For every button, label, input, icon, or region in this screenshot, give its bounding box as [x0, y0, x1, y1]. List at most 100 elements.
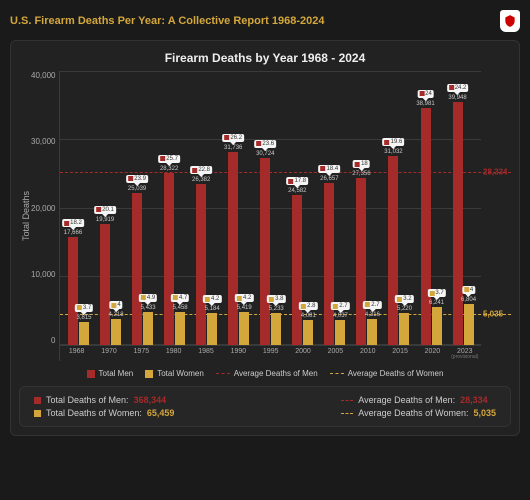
bar-men-rate: 23.9 — [126, 175, 148, 183]
summary-right: Average Deaths of Men: 28,334 Average De… — [341, 395, 496, 418]
bar-men-rate: 18.2 — [62, 219, 84, 227]
bar-group: 25,03923.95,4334.9 — [127, 193, 159, 345]
bar-men-rate: 17.8 — [286, 177, 308, 185]
bar-women: 4,3162.7 — [367, 319, 377, 345]
y-axis-label: Total Deaths — [19, 71, 31, 361]
bar-women: 5,4584.7 — [175, 312, 185, 345]
legend-men-label: Total Men — [99, 369, 134, 378]
avg-men-label: 28,334 — [483, 168, 511, 177]
bar-group: 26,38222.85,1844.2 — [191, 184, 223, 345]
bar-men-rate: 24.2 — [447, 84, 469, 92]
bar-women-rate: 3.8 — [267, 295, 285, 303]
bar-men-rate: 23.6 — [254, 140, 276, 148]
summary-total-men-key: Total Deaths of Men: — [46, 395, 129, 405]
bar-women: 5,1844.2 — [207, 313, 217, 345]
bar-men-rate: 26.2 — [222, 134, 244, 142]
bar-group: 17,66618.23,8153.7 — [62, 237, 94, 345]
legend-avg-women: Average Deaths of Women — [330, 369, 444, 378]
square-icon — [34, 397, 41, 404]
bar-men: 30,72423.6 — [260, 158, 270, 345]
bar-men-rate: 24 — [417, 90, 434, 98]
bar-group: 39,94824.26,8044 — [447, 102, 479, 345]
bar-men: 39,94824.2 — [453, 102, 463, 345]
bar-women: 3,8153.7 — [79, 322, 89, 345]
bar-men: 26,65718.4 — [324, 183, 334, 345]
header: U.S. Firearm Deaths Per Year: A Collecti… — [10, 10, 520, 32]
plot-area: 28,334 5,035 17,66618.23,8153.719,91920.… — [59, 71, 481, 361]
x-tick: 1975 — [125, 346, 157, 361]
bar-men-rate: 22.8 — [190, 166, 212, 174]
dash-icon — [216, 373, 230, 374]
bar-men-rate: 20.1 — [94, 206, 116, 214]
summary-box: Total Deaths of Men: 368,344 Total Death… — [19, 386, 511, 427]
y-tick: 10,000 — [31, 270, 55, 279]
summary-avg-women: Average Deaths of Women: 5,035 — [341, 408, 496, 418]
bar-group: 24,58217.84,0812.8 — [287, 195, 319, 345]
square-icon — [145, 370, 153, 378]
bar-women: 6,2413.7 — [432, 307, 442, 345]
bar-women: 5,2333.8 — [271, 313, 281, 345]
x-tick: 2000 — [287, 346, 319, 361]
legend-avg-men: Average Deaths of Men — [216, 369, 318, 378]
x-tick: 2020 — [416, 346, 448, 361]
x-axis: 1968197019751980198519901995200020052010… — [60, 345, 481, 361]
bar-men: 38,98124 — [421, 108, 431, 345]
x-tick: 1970 — [93, 346, 125, 361]
bar-women-rate: 4.7 — [171, 294, 189, 302]
bar-women-rate: 3.7 — [427, 289, 445, 297]
x-tick: 1968 — [60, 346, 92, 361]
dash-icon — [341, 400, 353, 401]
y-axis-ticks: 40,00030,00020,00010,0000 — [31, 71, 59, 361]
avg-women-label: 5,035 — [483, 310, 511, 319]
bar-women: 4,0372.7 — [335, 320, 345, 345]
x-tick: 2015 — [384, 346, 416, 361]
summary-total-women-key: Total Deaths of Women: — [46, 408, 142, 418]
bar-women-rate: 3.2 — [395, 295, 413, 303]
bar-men: 19,91920.1 — [100, 224, 110, 345]
bar-men: 24,58217.8 — [292, 195, 302, 345]
bar-group: 26,65718.44,0372.7 — [319, 183, 351, 345]
summary-total-men: Total Deaths of Men: 368,344 — [34, 395, 174, 405]
bar-group: 19,91920.14,2184 — [95, 224, 127, 345]
legend-men: Total Men — [87, 369, 134, 378]
bar-women: 5,2203.2 — [399, 313, 409, 345]
summary-total-men-value: 368,344 — [134, 395, 167, 405]
bar-group: 27,356184,3162.7 — [351, 178, 383, 345]
y-tick: 0 — [31, 336, 55, 345]
bar-women: 4,0812.8 — [303, 320, 313, 345]
bar-men: 26,38222.8 — [196, 184, 206, 345]
bar-women-rate: 4.2 — [203, 295, 221, 303]
summary-avg-men-value: 28,334 — [460, 395, 488, 405]
legend-avg-women-label: Average Deaths of Women — [348, 369, 444, 378]
bar-men: 31,03219.6 — [388, 156, 398, 345]
x-tick: 1980 — [158, 346, 190, 361]
x-tick: 2010 — [352, 346, 384, 361]
chart-panel: Firearm Deaths by Year 1968 - 2024 Total… — [10, 40, 520, 436]
bar-group: 31,03219.65,2203.2 — [383, 156, 415, 345]
chart-area: Total Deaths 40,00030,00020,00010,0000 2… — [19, 71, 511, 361]
bar-women-rate: 2.8 — [299, 302, 317, 310]
bar-men: 27,35618 — [356, 178, 366, 345]
bar-men: 31,73626.2 — [228, 152, 238, 345]
dash-icon — [341, 413, 353, 414]
bar-women-rate: 2.7 — [331, 302, 349, 310]
bar-women-rate: 4.2 — [235, 294, 253, 302]
summary-avg-women-key: Average Deaths of Women: — [358, 408, 468, 418]
bar-group: 31,73626.25,4194.2 — [223, 152, 255, 345]
page-title: U.S. Firearm Deaths Per Year: A Collecti… — [10, 15, 324, 27]
x-tick: 1995 — [255, 346, 287, 361]
bars-container: 17,66618.23,8153.719,91920.14,218425,039… — [60, 71, 481, 345]
x-tick: 2005 — [319, 346, 351, 361]
bar-women: 5,4194.2 — [239, 312, 249, 345]
y-tick: 30,000 — [31, 137, 55, 146]
y-tick: 40,000 — [31, 71, 55, 80]
bar-men: 17,66618.2 — [68, 237, 78, 345]
chart-title: Firearm Deaths by Year 1968 - 2024 — [19, 51, 511, 65]
legend: Total Men Total Women Average Deaths of … — [19, 369, 511, 378]
bar-men-rate: 18.4 — [319, 165, 341, 173]
bar-women-rate: 2.7 — [363, 301, 381, 309]
summary-avg-men-key: Average Deaths of Men: — [358, 395, 455, 405]
dash-icon — [330, 373, 344, 374]
x-tick: 1990 — [222, 346, 254, 361]
summary-total-women: Total Deaths of Women: 65,459 — [34, 408, 174, 418]
